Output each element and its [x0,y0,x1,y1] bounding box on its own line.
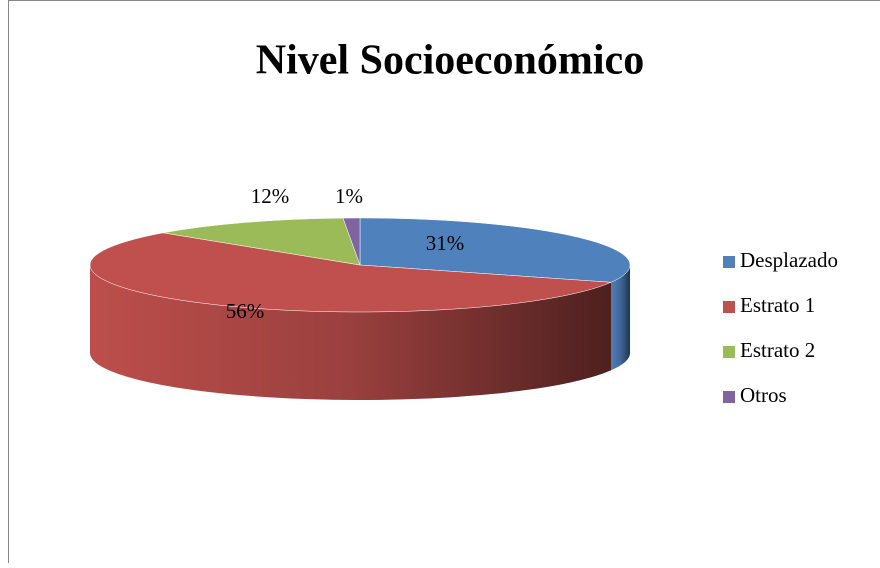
chart-title: Nivel Socioeconómico [256,38,644,84]
legend-swatch [723,256,735,268]
legend-label: Estrato 2 [740,338,815,362]
legend-label: Estrato 1 [740,293,815,317]
data-label: 31% [426,231,465,255]
data-label: 1% [335,184,363,208]
legend-swatch [723,391,735,403]
legend-swatch [723,346,735,358]
legend-swatch [723,301,735,313]
legend-label: Otros [740,383,787,407]
legend-label: Desplazado [740,248,838,272]
data-label: 12% [251,184,290,208]
data-label: 56% [226,299,265,323]
